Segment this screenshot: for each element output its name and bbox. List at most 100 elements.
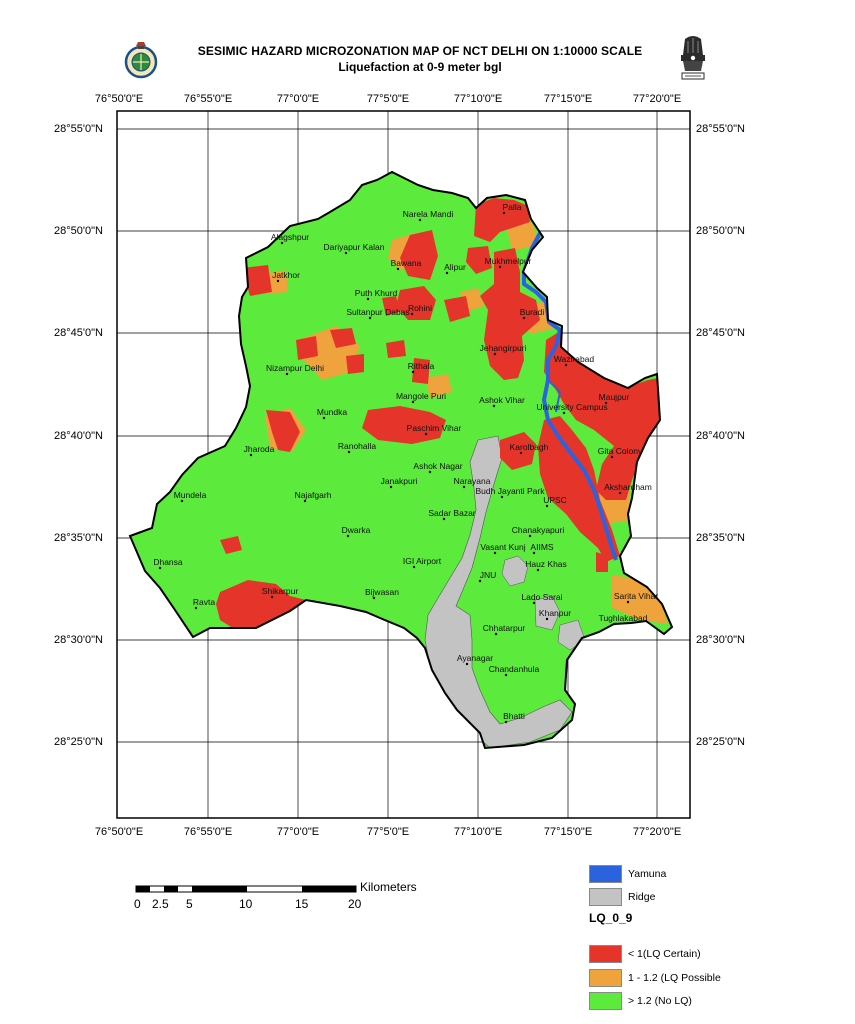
- delhi-boundary: [128, 170, 674, 750]
- ashoka-emblem-logo: [676, 33, 710, 83]
- place-marker: [442, 517, 446, 521]
- place-label: Shikarpur: [262, 586, 299, 596]
- place-label: Vasant Kunj: [480, 542, 525, 552]
- place-marker: [396, 267, 400, 271]
- legend-ridge-label: Ridge: [628, 891, 656, 903]
- latitude-label-left: 28°30'0"N: [54, 634, 103, 646]
- latitude-label-left: 28°25'0"N: [54, 736, 103, 748]
- scale-tick-label: 0: [134, 897, 141, 911]
- place-marker: [618, 491, 622, 495]
- place-label: Khanpur: [539, 608, 571, 618]
- place-marker: [276, 279, 280, 283]
- place-label: Alipur: [444, 262, 466, 272]
- place-label: Wazirabad: [554, 354, 595, 364]
- latitude-label-right: 28°45'0"N: [696, 327, 745, 339]
- latitude-label-right: 28°55'0"N: [696, 123, 745, 135]
- place-label: Lado Sarai: [521, 592, 562, 602]
- place-label: Sadar Bazar: [428, 508, 475, 518]
- longitude-label-bottom: 77°5'0"E: [366, 826, 410, 838]
- place-marker: [411, 370, 415, 374]
- place-label: Bawana: [391, 258, 422, 268]
- place-label: Bhatti: [503, 711, 525, 721]
- place-marker: [180, 499, 184, 503]
- place-label: UPSC: [543, 495, 567, 505]
- scale-tick-label: 20: [348, 897, 362, 911]
- longitude-label-top: 76°55'0"E: [183, 93, 233, 105]
- scale-tick-label: 10: [239, 897, 253, 911]
- longitude-label-bottom: 77°10'0"E: [453, 826, 503, 838]
- legend-title: LQ_0_9: [589, 911, 633, 925]
- place-marker: [410, 312, 414, 316]
- place-label: Dwarka: [342, 525, 371, 535]
- place-label: Sultanpur Dabas: [346, 307, 409, 317]
- yamuna-branch: [547, 379, 562, 413]
- place-marker: [613, 622, 617, 626]
- place-marker: [411, 400, 415, 404]
- place-label: Ranohalla: [338, 441, 377, 451]
- place-label: Narayana: [454, 476, 491, 486]
- place-marker: [498, 265, 502, 269]
- place-marker: [389, 485, 393, 489]
- place-marker: [536, 568, 540, 572]
- place-marker: [303, 499, 307, 503]
- longitude-label-bottom: 76°55'0"E: [183, 826, 233, 838]
- place-marker: [412, 565, 416, 569]
- place-marker: [428, 470, 432, 474]
- latitude-label-right: 28°35'0"N: [696, 532, 745, 544]
- place-marker: [504, 720, 508, 724]
- place-label: Mundka: [317, 407, 348, 417]
- latitude-label-left: 28°40'0"N: [54, 430, 103, 442]
- place-marker: [418, 218, 422, 222]
- place-label: Najafgarh: [295, 490, 332, 500]
- place-marker: [522, 316, 526, 320]
- place-label: Mukhmelpur: [485, 256, 532, 266]
- place-label: IGI Airport: [403, 556, 442, 566]
- place-label: Narela Mandi: [403, 209, 454, 219]
- latitude-label-right: 28°25'0"N: [696, 736, 745, 748]
- place-marker: [424, 432, 428, 436]
- place-label: Akshardham: [604, 482, 652, 492]
- place-label: Chandanhula: [489, 664, 540, 674]
- place-label: Nizampur Delhi: [266, 363, 324, 373]
- legend-no-lq-label: > 1.2 (No LQ): [628, 995, 692, 1007]
- lq-possible-swatch: [589, 969, 622, 987]
- place-label: Dhansa: [153, 557, 183, 567]
- place-marker: [626, 600, 630, 604]
- place-marker: [500, 495, 504, 499]
- ridge-patch: [534, 595, 561, 631]
- place-marker: [604, 401, 608, 405]
- place-label: AIIMS: [530, 542, 553, 552]
- place-marker: [465, 662, 469, 666]
- place-label: Chanakyapuri: [512, 525, 565, 535]
- longitude-label-bottom: 77°0'0"E: [276, 826, 320, 838]
- place-label: Maujpur: [599, 392, 630, 402]
- place-marker: [494, 632, 498, 636]
- place-marker: [493, 551, 497, 555]
- place-marker: [270, 595, 274, 599]
- place-label: Paschim Vihar: [407, 423, 462, 433]
- longitude-label-bottom: 76°50'0"E: [94, 826, 144, 838]
- place-label: Gita Colony: [598, 446, 643, 456]
- map-subtitle: Liquefaction at 0-9 meter bgl: [338, 60, 502, 74]
- scale-tick-label: 15: [295, 897, 309, 911]
- place-marker: [322, 416, 326, 420]
- latitude-label-right: 28°40'0"N: [696, 430, 745, 442]
- place-label: Jehangirpuri: [480, 343, 527, 353]
- place-marker: [347, 450, 351, 454]
- lq-certain-swatch: [589, 945, 622, 963]
- yamuna-swatch: [589, 865, 622, 883]
- place-marker: [610, 455, 614, 459]
- place-label: Mangole Puri: [396, 391, 446, 401]
- place-marker: [519, 451, 523, 455]
- place-label: Rohini: [408, 303, 432, 313]
- legend-lq-possible-label: 1 - 1.2 (LQ Possible: [628, 972, 721, 984]
- place-marker: [372, 596, 376, 600]
- longitude-label-top: 77°0'0"E: [276, 93, 320, 105]
- latitude-label-left: 28°55'0"N: [54, 123, 103, 135]
- place-marker: [280, 241, 284, 245]
- place-marker: [502, 211, 506, 215]
- legend-yamuna-label: Yamuna: [628, 868, 667, 880]
- place-label: Puth Khurd: [355, 288, 398, 298]
- ridge-zone: [424, 435, 573, 748]
- place-label: Sarita Vihar: [614, 591, 658, 601]
